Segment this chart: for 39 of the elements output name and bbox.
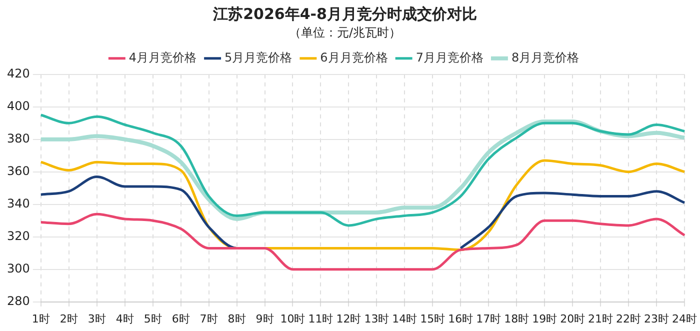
x-tick-label: 20时: [560, 312, 586, 326]
chart-title: 江苏2026年4-8月月竞分时成交价对比: [212, 4, 477, 23]
y-tick-label: 400: [7, 99, 30, 114]
x-tick-label: 24时: [672, 312, 697, 326]
y-tick-label: 420: [7, 66, 30, 81]
y-tick-label: 320: [7, 228, 30, 243]
x-tick-label: 2时: [60, 312, 78, 326]
x-tick-label: 7时: [200, 312, 218, 326]
y-tick-label: 280: [7, 294, 30, 308]
y-tick-label: 300: [7, 261, 30, 276]
x-tick-label: 3时: [88, 312, 106, 326]
x-tick-label: 11时: [308, 312, 334, 326]
chart-subtitle: （单位：元/兆瓦时）: [288, 25, 402, 40]
legend-label: 6月月竞价格: [320, 50, 388, 65]
x-tick-label: 13时: [364, 312, 390, 326]
x-tick-label: 5时: [144, 312, 162, 326]
legend-label: 5月月竞价格: [224, 50, 292, 65]
x-tick-label: 14时: [392, 312, 418, 326]
y-tick-label: 360: [7, 164, 30, 178]
x-tick-label: 22时: [616, 312, 642, 326]
x-tick-label: 19时: [532, 312, 558, 326]
legend-label: 4月月竞价格: [128, 50, 197, 65]
x-tick-label: 21时: [588, 312, 614, 326]
x-tick-label: 10时: [280, 312, 306, 326]
x-tick-label: 17时: [476, 312, 502, 326]
x-tick-label: 15时: [420, 312, 446, 326]
x-tick-label: 16时: [448, 312, 474, 326]
x-tick-label: 1时: [32, 312, 50, 326]
y-tick-label: 380: [7, 131, 30, 146]
y-tick-label: 340: [7, 196, 30, 210]
x-tick-label: 23时: [644, 312, 670, 326]
x-tick-label: 9时: [256, 312, 274, 326]
legend-label: 7月月竞价格: [416, 50, 484, 65]
x-tick-label: 6时: [172, 312, 190, 326]
x-tick-label: 4时: [116, 312, 134, 326]
x-tick-label: 18时: [504, 312, 530, 326]
x-tick-label: 8时: [228, 312, 246, 326]
x-tick-label: 12时: [336, 312, 362, 326]
legend-label: 8月月竞价格: [511, 50, 580, 65]
